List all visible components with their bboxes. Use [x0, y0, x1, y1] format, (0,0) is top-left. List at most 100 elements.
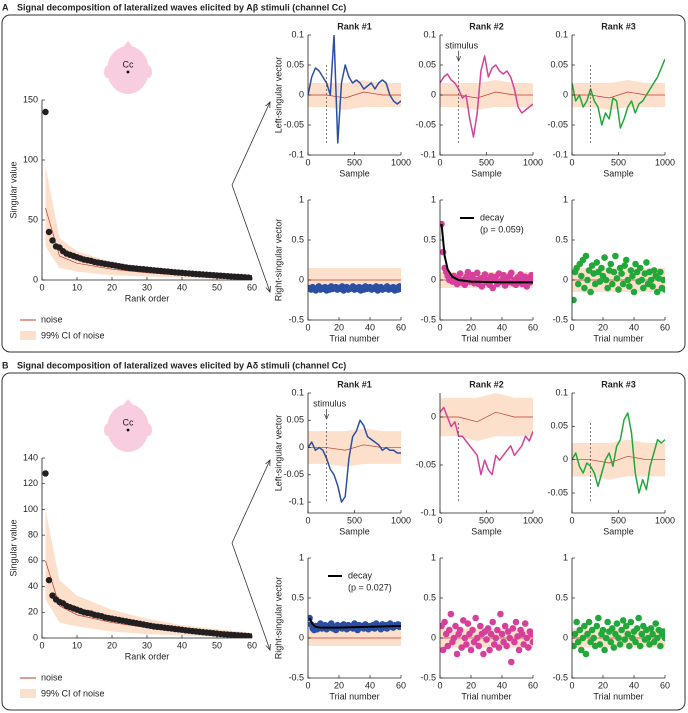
legend-band: 99% CI of noise [41, 688, 105, 698]
x-axis-label: Sample [339, 526, 370, 536]
point [42, 108, 49, 116]
decay-fit [308, 617, 401, 629]
plot-area [308, 268, 401, 294]
noise-ci-band [45, 166, 252, 280]
point [653, 634, 661, 642]
point [506, 634, 514, 642]
point [529, 638, 533, 646]
point [446, 626, 453, 634]
plot-area [572, 412, 665, 494]
point [525, 644, 532, 651]
ear-left [104, 66, 110, 78]
y-tick-label: 40 [28, 581, 38, 591]
y-tick-label: 1 [299, 194, 304, 204]
point [626, 642, 633, 650]
point [42, 470, 49, 477]
x-axis-label: Sample [471, 526, 502, 536]
legend-noise: noise [41, 314, 63, 324]
point [650, 267, 658, 274]
y-tick-label: 0.05 [550, 421, 568, 431]
point [599, 626, 607, 634]
x-tick-label: 500 [347, 157, 362, 167]
x-tick-label: 60 [247, 640, 257, 650]
y-tick-label: 120 [23, 478, 38, 488]
y-tick-label: 0 [563, 632, 568, 642]
x-tick-label: 60 [660, 322, 670, 332]
x-tick-label: 1000 [391, 157, 411, 167]
point [573, 618, 580, 626]
y-tick-label: 60 [28, 555, 38, 565]
point [452, 622, 459, 630]
point [582, 252, 590, 260]
point [587, 288, 594, 296]
plot-area [572, 58, 665, 129]
plot-area [308, 419, 401, 503]
signal-line [308, 419, 401, 503]
point [618, 626, 625, 634]
point [511, 638, 518, 646]
noise-line [572, 455, 665, 464]
y-axis-label: Left-singular vector [273, 57, 283, 134]
point [613, 620, 621, 627]
panel-label: A [2, 2, 9, 12]
x-tick-label: 0 [305, 322, 310, 332]
y-tick-label: 0.5 [423, 592, 436, 602]
point [490, 641, 498, 648]
point [613, 275, 621, 282]
x-tick-label: 40 [497, 322, 507, 332]
point [521, 620, 529, 627]
noise-line [440, 91, 533, 99]
point [615, 286, 622, 293]
ear-right [146, 424, 152, 436]
y-axis-label: Left-singular vector [273, 415, 283, 492]
point [501, 622, 509, 630]
point [473, 269, 481, 277]
point [588, 626, 596, 634]
point [464, 620, 472, 627]
signal-line [308, 35, 401, 144]
point [484, 625, 492, 632]
x-tick-label: 1000 [391, 515, 411, 525]
x-tick-label: 0 [569, 322, 574, 332]
legend-decay-p: (p = 0.059) [480, 224, 524, 234]
panel-label: B [2, 360, 9, 370]
point [494, 626, 501, 634]
arrow [231, 542, 270, 650]
y-tick-label: -0.5 [420, 672, 436, 682]
x-tick-label: 40 [177, 640, 187, 650]
y-tick-label: 0 [563, 89, 568, 99]
point [647, 276, 655, 284]
y-tick-label: -0.05 [415, 119, 436, 129]
y-tick-label: -0.1 [420, 507, 436, 517]
y-axis-label: Right-singular vector [273, 577, 283, 660]
y-tick-label: -0.05 [415, 459, 436, 469]
channel-label: Cc [123, 417, 134, 427]
axes [439, 558, 533, 679]
point [492, 634, 500, 642]
point [619, 280, 627, 288]
plot-area [308, 614, 401, 646]
decay-fit [440, 223, 533, 284]
y-tick-label: 0.5 [555, 234, 568, 244]
x-tick-label: 0 [437, 157, 442, 167]
subplot-title: Rank #1 [337, 21, 372, 31]
x-axis-label: Rank order [125, 651, 170, 661]
point [497, 610, 504, 618]
point [640, 284, 647, 292]
point [590, 634, 597, 642]
point [461, 634, 469, 642]
x-tick-label: 20 [107, 640, 117, 650]
x-tick-label: 60 [247, 282, 257, 292]
point [635, 614, 642, 622]
point [503, 642, 510, 650]
subplot-title: Rank #2 [469, 379, 504, 389]
point [632, 260, 639, 268]
point [572, 642, 577, 650]
point [467, 646, 475, 654]
panel-title: Signal decomposition of lateralized wave… [17, 2, 346, 12]
y-tick-label: -0.05 [547, 487, 568, 497]
point [596, 641, 604, 648]
point [638, 276, 646, 284]
stimulus-label: stimulus [313, 398, 347, 408]
point [572, 296, 577, 304]
